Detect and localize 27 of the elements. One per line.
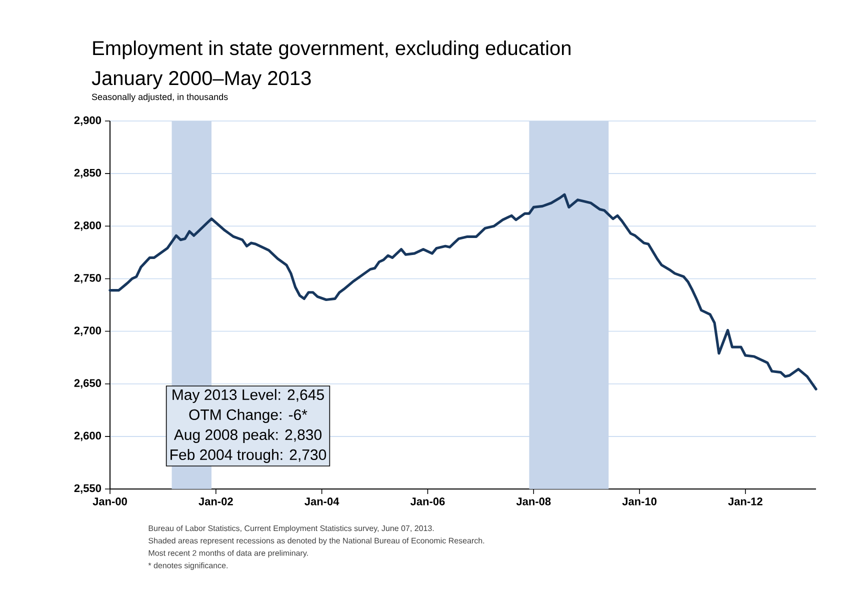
text: Most recent 2 months of data are preliminary. [148,550,308,558]
x-tick-label: Jan-02 [198,498,233,506]
y-tick-label: 2,550 [74,484,102,494]
y-tick-label: 2,650 [74,379,102,389]
y-tick-label: 2,750 [74,274,102,284]
text: * denotes significance. [148,562,228,570]
text: Seasonally adjusted, in thousands [92,93,228,102]
y-tick-label: 2,900 [74,116,102,126]
x-tick-label: Jan-10 [622,498,656,506]
x-tick-label: Jan-12 [728,498,762,506]
annotation: Aug 2008 peak: 2,830 [174,429,322,443]
y-tick-label: 2,800 [74,221,102,231]
y-tick-label: 2,700 [74,326,102,336]
annotation: May 2013 Level: 2,645 [172,389,324,403]
y-tick-label: 2,850 [74,168,102,178]
annotation: OTM Change: -6* [189,409,308,423]
chart-subtitle: January 2000–May 2013 [92,71,311,90]
x-tick-label: Jan-08 [516,498,551,506]
text: Bureau of Labor Statistics, Current Employment Statistics survey, June 07, 2013. [148,525,434,533]
chart-title: Employment in state government, excluding education [93,40,570,60]
x-tick-label: Jan-00 [92,498,127,506]
text: Shaded areas represent recessions as denoted by the National Bureau of Economic Research. [148,538,484,546]
x-tick-label: Jan-04 [304,498,340,506]
x-tick-label: Jan-06 [410,498,445,506]
line-series [108,193,818,390]
annotation: Feb 2004 trough: 2,730 [170,449,326,463]
y-tick-label: 2,600 [74,432,102,442]
